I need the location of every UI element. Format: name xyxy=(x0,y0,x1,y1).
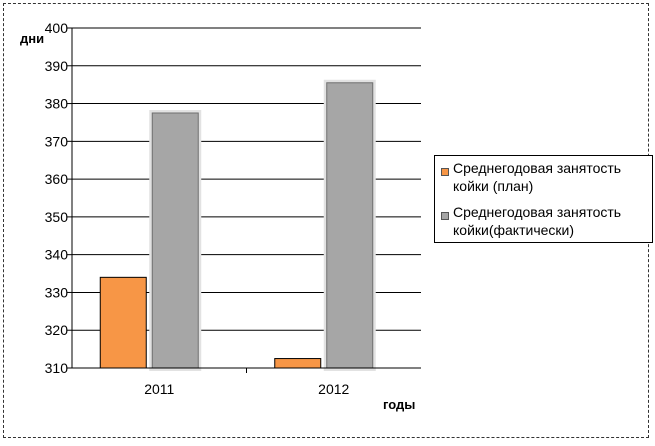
bar-2011-series-2 xyxy=(151,112,199,369)
y-tick-label: 400 xyxy=(45,20,69,36)
bar-2012-series-1 xyxy=(274,358,322,369)
bar-2011-series-1 xyxy=(99,276,147,369)
y-tick-label: 340 xyxy=(45,247,69,263)
legend-label-plan: Среднегодовая занятость койки (план) xyxy=(453,160,622,194)
bar-2012-series-2 xyxy=(326,82,374,369)
legend-label-fact: Среднегодовая занятость койки(фактически… xyxy=(453,204,622,238)
y-tick-label: 380 xyxy=(45,96,69,112)
bars xyxy=(99,79,376,372)
x-tick-labels: 2011 2012 xyxy=(144,368,350,397)
y-tick-label: 350 xyxy=(45,209,69,225)
legend-swatch-plan xyxy=(441,168,449,176)
y-tick-label: 390 xyxy=(45,58,69,74)
y-tick-label: 320 xyxy=(45,322,69,338)
x-axis-label: годы xyxy=(383,397,415,412)
x-tick-label: 2011 xyxy=(144,381,174,397)
y-tick-labels: 310 320 330 340 350 360 370 380 390 400 xyxy=(45,20,72,376)
legend-swatch-fact xyxy=(441,212,449,220)
y-tick-label: 310 xyxy=(45,360,69,376)
x-tick-label: 2012 xyxy=(318,381,349,397)
y-axis-label: дни xyxy=(20,31,44,46)
y-tick-label: 330 xyxy=(45,284,69,300)
y-tick-label: 370 xyxy=(45,133,69,149)
legend-item-plan: Среднегодовая занятость койки (план) xyxy=(441,159,649,195)
legend: Среднегодовая занятость койки (план) Сре… xyxy=(434,155,653,243)
legend-item-fact: Среднегодовая занятость койки(фактически… xyxy=(441,203,649,239)
y-tick-label: 360 xyxy=(45,171,69,187)
